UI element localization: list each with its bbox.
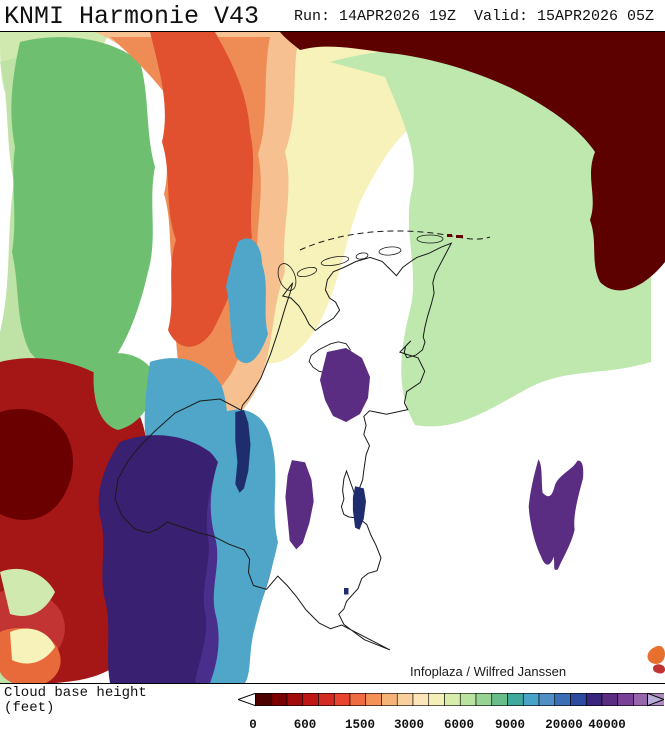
svg-text:Infoplaza / Wilfred Janssen: Infoplaza / Wilfred Janssen [410, 664, 566, 679]
